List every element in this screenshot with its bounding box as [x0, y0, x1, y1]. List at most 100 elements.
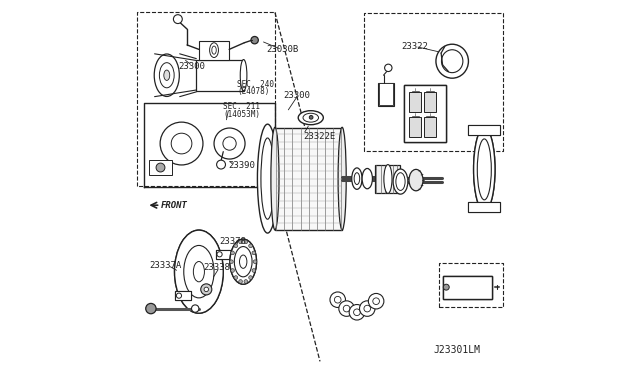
Ellipse shape	[436, 44, 468, 78]
Text: (14053M): (14053M)	[223, 109, 260, 119]
Bar	[216, 250, 232, 259]
Text: FRONT: FRONT	[161, 201, 188, 210]
Circle shape	[330, 292, 346, 308]
Circle shape	[230, 269, 234, 272]
Ellipse shape	[396, 173, 405, 190]
Ellipse shape	[474, 128, 495, 211]
Bar	[468, 125, 500, 135]
Ellipse shape	[303, 113, 319, 122]
Bar	[376, 164, 401, 193]
Circle shape	[244, 280, 248, 283]
Circle shape	[216, 160, 225, 169]
Ellipse shape	[159, 62, 174, 88]
Bar	[378, 83, 394, 106]
Ellipse shape	[442, 50, 463, 73]
Text: 23030B: 23030B	[266, 45, 299, 54]
Bar	[199, 41, 229, 60]
Bar	[443, 276, 492, 299]
Bar	[196, 60, 244, 91]
Circle shape	[244, 240, 248, 244]
Circle shape	[372, 298, 380, 305]
Text: 23338: 23338	[204, 263, 230, 272]
Bar	[149, 160, 172, 175]
Ellipse shape	[474, 128, 495, 211]
Ellipse shape	[234, 247, 252, 277]
Ellipse shape	[362, 169, 372, 189]
Text: 23300: 23300	[283, 91, 310, 100]
Bar	[404, 85, 445, 142]
Text: 23378: 23378	[220, 237, 246, 246]
Ellipse shape	[257, 124, 278, 233]
Circle shape	[249, 244, 252, 248]
Circle shape	[146, 304, 156, 314]
Ellipse shape	[193, 262, 204, 282]
Circle shape	[201, 284, 212, 295]
Bar	[175, 291, 191, 301]
Ellipse shape	[230, 239, 257, 284]
Circle shape	[349, 305, 365, 320]
Circle shape	[343, 305, 350, 312]
Bar	[216, 250, 232, 259]
Circle shape	[339, 301, 355, 316]
Bar	[275, 128, 342, 230]
Circle shape	[204, 287, 209, 292]
Circle shape	[191, 305, 199, 312]
Circle shape	[230, 260, 233, 263]
Circle shape	[234, 244, 237, 248]
Ellipse shape	[154, 54, 179, 96]
Text: 23390: 23390	[229, 161, 255, 170]
Ellipse shape	[393, 169, 408, 194]
Text: 23300: 23300	[178, 61, 205, 71]
Ellipse shape	[210, 43, 218, 58]
Text: J23301LM: J23301LM	[434, 345, 481, 355]
Ellipse shape	[175, 230, 223, 313]
Ellipse shape	[298, 111, 323, 125]
Circle shape	[364, 305, 371, 312]
Circle shape	[334, 296, 341, 303]
Circle shape	[160, 122, 203, 165]
Bar	[410, 117, 421, 137]
Circle shape	[444, 284, 449, 290]
Circle shape	[252, 251, 256, 255]
Ellipse shape	[352, 168, 362, 189]
Circle shape	[353, 309, 360, 315]
Bar	[468, 125, 500, 135]
Text: 23337A: 23337A	[149, 261, 182, 270]
Circle shape	[239, 280, 243, 283]
Circle shape	[239, 240, 243, 244]
Bar	[175, 291, 191, 301]
Ellipse shape	[409, 169, 423, 191]
Text: SEC. 211: SEC. 211	[223, 102, 260, 111]
Circle shape	[230, 251, 234, 255]
Circle shape	[385, 64, 392, 71]
Ellipse shape	[261, 138, 274, 219]
Circle shape	[252, 269, 256, 272]
Circle shape	[249, 276, 252, 279]
Circle shape	[214, 128, 245, 159]
Circle shape	[251, 36, 259, 44]
Circle shape	[156, 163, 165, 172]
Bar	[468, 202, 500, 212]
Bar	[379, 83, 393, 105]
Circle shape	[309, 115, 313, 119]
Bar	[404, 85, 445, 142]
Ellipse shape	[240, 60, 247, 91]
Ellipse shape	[384, 164, 392, 193]
Circle shape	[217, 252, 222, 257]
Ellipse shape	[230, 239, 257, 284]
Text: 23322: 23322	[401, 42, 428, 51]
Circle shape	[172, 133, 192, 154]
Circle shape	[253, 260, 257, 263]
Ellipse shape	[184, 246, 214, 298]
Bar	[424, 117, 436, 137]
Circle shape	[223, 137, 236, 150]
Text: (E4078): (E4078)	[237, 87, 269, 96]
Ellipse shape	[212, 46, 216, 54]
Ellipse shape	[477, 139, 492, 200]
Bar	[468, 202, 500, 212]
Ellipse shape	[271, 127, 279, 230]
Ellipse shape	[338, 127, 346, 230]
Bar	[410, 92, 421, 112]
Ellipse shape	[175, 230, 223, 313]
Text: 23322E: 23322E	[303, 132, 335, 141]
